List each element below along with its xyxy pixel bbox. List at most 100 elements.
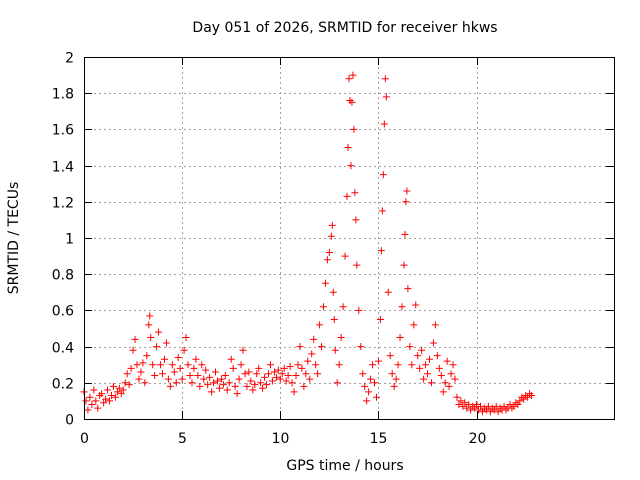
data-point (361, 382, 369, 390)
data-point (117, 390, 125, 398)
data-point (347, 162, 355, 170)
data-point (213, 377, 221, 385)
data-point (188, 379, 196, 387)
data-point (377, 247, 385, 255)
data-point (272, 373, 280, 381)
data-point (369, 361, 377, 369)
data-point (506, 401, 514, 409)
data-point (206, 373, 214, 381)
x-tick-label: 20 (469, 431, 487, 447)
data-point (202, 366, 210, 374)
data-point (401, 230, 409, 238)
data-point (384, 288, 392, 296)
data-point (344, 144, 352, 151)
data-point (475, 406, 483, 414)
data-point (382, 93, 390, 101)
data-point (288, 379, 296, 387)
data-point (239, 346, 247, 354)
data-point (113, 388, 121, 396)
data-point (141, 379, 149, 387)
data-point (396, 334, 404, 342)
data-point (516, 397, 524, 405)
data-point (243, 382, 251, 390)
data-point (170, 368, 178, 376)
data-point (351, 189, 359, 197)
data-point (88, 401, 96, 409)
data-point (147, 334, 155, 342)
data-point (312, 361, 320, 369)
y-tick-label: 0 (65, 413, 74, 429)
data-point (374, 357, 382, 365)
data-point (270, 368, 278, 376)
data-point (348, 98, 356, 106)
data-point (290, 388, 298, 396)
data-point (231, 382, 239, 390)
data-point (484, 402, 492, 410)
data-point (372, 393, 380, 401)
data-point (104, 386, 112, 394)
data-point (319, 303, 327, 311)
data-point (263, 381, 271, 389)
data-point (327, 232, 335, 240)
data-point (255, 364, 263, 372)
y-tick-label: 1 (65, 232, 74, 248)
data-point (276, 375, 284, 383)
data-point (482, 406, 490, 414)
data-point (380, 120, 388, 128)
data-point (194, 372, 202, 380)
data-point (182, 334, 190, 342)
data-point (443, 357, 451, 365)
data-point (323, 256, 331, 264)
y-tick-label: 0.2 (52, 377, 74, 393)
data-point (186, 372, 194, 380)
data-point (490, 406, 498, 414)
data-point (178, 375, 186, 383)
data-point (268, 377, 276, 385)
data-point (422, 361, 430, 369)
data-point (345, 75, 353, 83)
data-point (111, 393, 119, 401)
data-point (160, 355, 168, 363)
y-tick-label: 1.2 (52, 196, 74, 212)
data-point (418, 346, 426, 354)
data-point (461, 399, 469, 407)
data-point (524, 393, 532, 401)
data-point (302, 370, 310, 378)
data-point (94, 404, 102, 412)
data-point (500, 402, 508, 410)
data-point (106, 397, 114, 405)
data-point (424, 370, 432, 378)
data-point (486, 408, 494, 416)
data-point (429, 339, 437, 347)
data-point (390, 382, 398, 390)
data-point (266, 361, 274, 369)
data-point (146, 312, 154, 320)
data-point (431, 321, 439, 329)
x-tick-label: 10 (272, 431, 290, 447)
data-point (265, 370, 273, 378)
data-point (125, 381, 133, 389)
data-point (335, 361, 343, 369)
data-point (259, 384, 267, 392)
data-point (100, 399, 108, 407)
data-point (306, 375, 314, 383)
data-point (208, 388, 216, 396)
data-point (414, 352, 422, 360)
data-point (247, 377, 255, 385)
data-point (453, 393, 461, 401)
data-point (514, 401, 522, 409)
y-tick-label: 0.6 (52, 304, 74, 320)
data-point (127, 364, 135, 372)
data-point (398, 303, 406, 311)
data-point (164, 375, 172, 383)
data-point (427, 379, 435, 387)
data-point (478, 408, 486, 416)
data-point (325, 248, 333, 256)
data-point (86, 393, 94, 401)
data-point (286, 363, 294, 371)
data-point (235, 375, 243, 383)
data-point (447, 370, 455, 378)
data-point (330, 315, 338, 323)
data-point (129, 346, 137, 354)
